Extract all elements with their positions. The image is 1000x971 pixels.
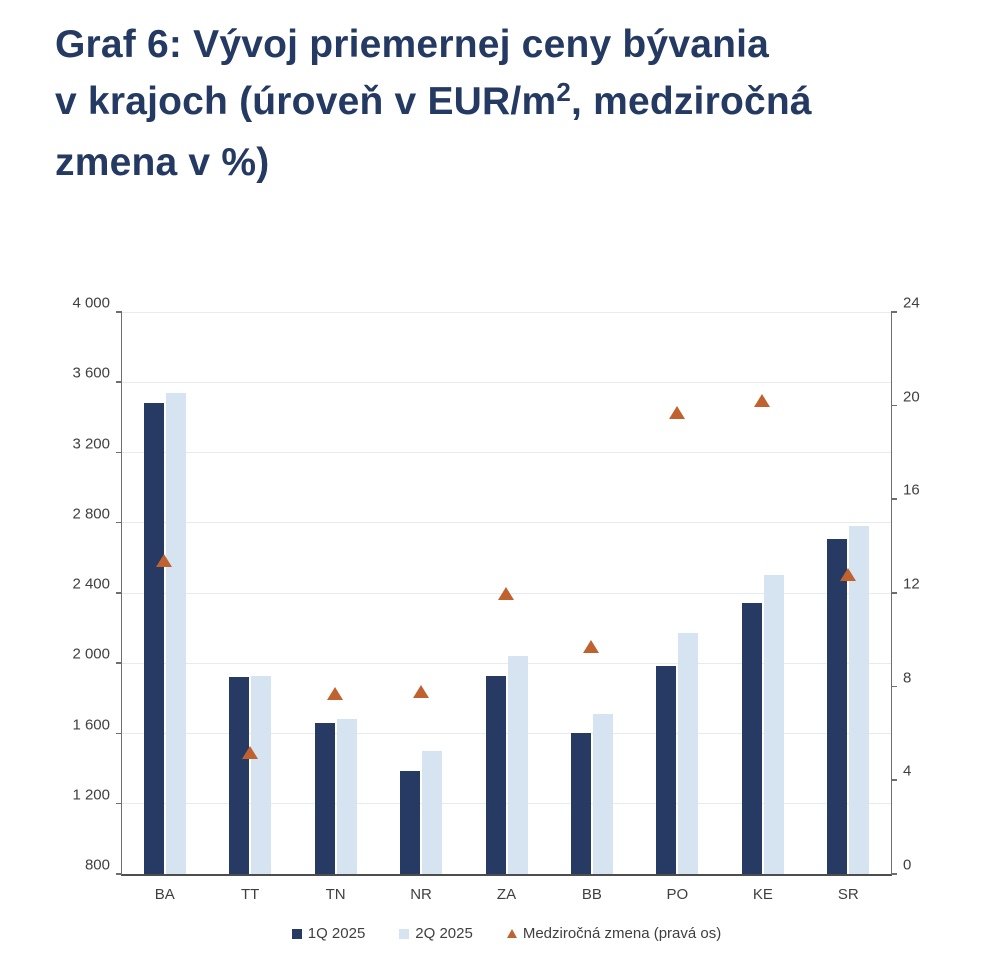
y-axis-right-tick-label: 0	[903, 856, 912, 874]
bar-2q-2025-TN	[336, 718, 357, 874]
gridline	[122, 733, 891, 734]
yoy-change-triangle-PO	[668, 406, 685, 420]
legend-triangle-icon	[506, 929, 517, 938]
gridline	[122, 311, 891, 313]
right-axis-tick-mark	[891, 311, 897, 313]
page-title: Graf 6: Vývoj priemernej ceny bývania v …	[55, 16, 925, 191]
y-axis-left-tick-label: 2 800	[72, 505, 110, 523]
x-axis-label-SR: SR	[837, 886, 859, 903]
x-axis-label-BA: BA	[154, 886, 175, 903]
gridline	[122, 662, 891, 664]
legend-square-icon	[291, 928, 302, 939]
y-axis-left-tick-label: 2 000	[72, 645, 110, 663]
bar-2q-2025-ZA	[507, 656, 528, 874]
right-axis-tick-mark	[891, 498, 897, 500]
left-axis-tick-mark	[116, 802, 122, 805]
bar-1q-2025-NR	[400, 771, 421, 874]
legend-label: 2Q 2025	[415, 925, 473, 942]
left-axis-tick-mark	[116, 521, 122, 524]
gridline	[122, 803, 891, 805]
bar-1q-2025-BB	[570, 732, 591, 874]
bar-2q-2025-SR	[849, 526, 870, 874]
right-axis-tick-mark	[891, 873, 897, 875]
x-axis-label-KE: KE	[752, 886, 773, 903]
yoy-change-triangle-BB	[583, 640, 600, 654]
x-axis-label-TN: TN	[325, 886, 346, 903]
bar-1q-2025-KE	[741, 602, 762, 874]
title-line-1: Graf 6: Vývoj priemernej ceny bývania	[55, 23, 770, 66]
bar-1q-2025-BA	[143, 403, 164, 874]
right-axis-tick-mark	[891, 404, 897, 407]
y-axis-right-tick-label: 24	[903, 294, 920, 312]
left-axis-tick-mark	[116, 381, 122, 383]
title-line-2: v krajoch (úroveň v EUR/m2, medziročná	[55, 77, 812, 123]
yoy-change-triangle-TN	[327, 687, 344, 701]
plot-area: 4 000 3 600 3 200 2 800 2 400 2 000 1 600 1 200…	[72, 295, 919, 904]
y-axis-right-tick-label: 20	[903, 388, 920, 406]
bar-1q-2025-PO	[656, 665, 677, 874]
bar-2q-2025-PO	[678, 632, 699, 874]
left-axis-tick-mark	[116, 873, 122, 875]
bar-2q-2025-BA	[165, 392, 186, 874]
y-axis-left-tick-label: 3 600	[72, 364, 110, 382]
y-axis-left-tick-label: 1 600	[72, 716, 110, 733]
left-axis-tick-mark	[116, 662, 122, 664]
bar-1q-2025-TT	[229, 677, 250, 874]
yoy-change-triangle-BA	[156, 553, 173, 567]
title-line-3: zmena v %)	[55, 141, 270, 184]
y-axis-left-tick-label: 1 200	[72, 786, 110, 804]
y-axis-right-tick-label: 12	[903, 575, 920, 593]
legend-item-1q-2025: 1Q 2025	[291, 925, 366, 942]
bar-2q-2025-BB	[592, 714, 613, 874]
eur-m2-superscript: 2	[556, 77, 571, 107]
right-axis-tick-mark	[891, 779, 897, 781]
y-axis-right-tick-label: 4	[903, 762, 912, 780]
x-axis-label-PO: PO	[666, 886, 689, 903]
y-axis-left-tick-label: 4 000	[72, 294, 110, 312]
left-axis-tick-mark	[116, 592, 122, 594]
legend-item-2q-2025: 2Q 2025	[399, 925, 473, 942]
x-axis-label-ZA: ZA	[496, 886, 517, 903]
legend-label: 1Q 2025	[307, 925, 366, 942]
legend-item-medziročná-zmena-(pravá-os): Medziročná zmena (pravá os)	[506, 925, 722, 942]
x-axis-label-NR: NR	[410, 886, 432, 903]
gridline	[122, 381, 891, 383]
x-axis-label-BB: BB	[581, 886, 602, 903]
yoy-change-triangle-TT	[241, 745, 258, 759]
yoy-change-triangle-SR	[839, 567, 856, 581]
yoy-change-triangle-KE	[754, 394, 771, 408]
y-axis-left-tick-label: 2 400	[72, 575, 110, 593]
right-axis-tick-mark	[891, 592, 897, 594]
bar-1q-2025-TN	[314, 722, 335, 874]
y-axis-right-tick-label: 8	[903, 669, 912, 687]
legend: 1Q 2025 2Q 2025 Medziročná zmena (pravá os…	[121, 925, 892, 942]
bar-2q-2025-TT	[251, 675, 272, 874]
yoy-change-triangle-ZA	[498, 586, 514, 600]
x-axis-label-TT: TT	[240, 886, 260, 903]
gridline	[122, 452, 891, 453]
bar-2q-2025-KE	[763, 574, 784, 874]
left-axis-tick-mark	[116, 451, 122, 453]
left-axis-tick-mark	[116, 311, 122, 313]
legend-label: Medziročná zmena (pravá os)	[522, 925, 722, 942]
bar-1q-2025-ZA	[485, 676, 506, 874]
y-axis-left-tick-label: 800	[84, 856, 110, 874]
gridline	[122, 522, 891, 524]
bar-1q-2025-SR	[827, 539, 848, 874]
bar-2q-2025-NR	[422, 751, 443, 874]
right-axis-tick-mark	[891, 685, 897, 688]
legend-square-icon	[399, 928, 410, 939]
yoy-change-triangle-NR	[412, 684, 429, 698]
left-axis-tick-mark	[116, 732, 122, 734]
y-axis-right-tick-label: 16	[903, 481, 920, 499]
y-axis-left-tick-label: 3 200	[72, 435, 110, 452]
